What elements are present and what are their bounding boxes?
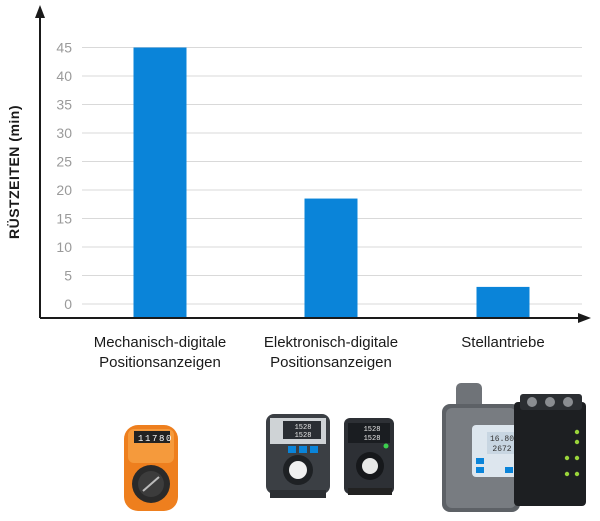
- y-tick-label: 35: [56, 97, 72, 113]
- category-label-line: Elektronisch-digitale: [264, 334, 398, 351]
- counter-digit: 7: [152, 434, 157, 444]
- counter-digit: 1: [138, 434, 143, 444]
- category-label: Mechanisch-digitale Positionsanzeigen: [94, 334, 227, 371]
- counter-digit: 1: [145, 434, 150, 444]
- servo-actuator-icon: 16.80 2672: [442, 383, 586, 512]
- display-reading: 1528: [364, 435, 381, 443]
- display-reading: 1528: [295, 432, 312, 440]
- category-label-line: Stellantriebe: [461, 334, 544, 351]
- y-axis-arrow-icon: [35, 5, 45, 18]
- category-label-line: Positionsanzeigen: [99, 354, 221, 371]
- y-tick-label: 10: [56, 239, 72, 255]
- y-tick-label: 30: [56, 125, 72, 141]
- category-labels: Mechanisch-digitale PositionsanzeigenElek…: [94, 334, 545, 371]
- y-tick-label: 5: [64, 268, 72, 284]
- electronic-position-indicator-icon: 1528 1528 1528 1528: [266, 414, 394, 498]
- y-tick-label: 20: [56, 182, 72, 198]
- y-tick-label: 40: [56, 68, 72, 84]
- y-tick-label: 45: [56, 40, 72, 56]
- category-label-line: Positionsanzeigen: [270, 354, 392, 371]
- display-reading: 2672: [492, 445, 511, 454]
- y-tick-labels: 0 5 10 15 20 25 30 35 40 45: [56, 40, 72, 313]
- y-tick-label: 25: [56, 154, 72, 170]
- bar: [304, 198, 358, 318]
- display-reading: 1528: [364, 426, 381, 434]
- category-label-line: Mechanisch-digitale: [94, 334, 227, 351]
- bars: [133, 47, 530, 318]
- y-tick-label: 15: [56, 211, 72, 227]
- counter-digit: 0: [166, 434, 171, 444]
- x-axis-arrow-icon: [578, 313, 591, 323]
- category-label: Stellantriebe: [461, 334, 544, 351]
- display-reading: 16.80: [490, 435, 514, 444]
- product-image-electronic: 1528 1528 1528 1528: [266, 414, 394, 498]
- display-reading: 1528: [295, 424, 312, 432]
- y-axis-label: RÜSTZEITEN (min): [6, 105, 22, 239]
- product-image-actuator: 16.80 2672: [442, 383, 586, 512]
- bar: [133, 47, 187, 318]
- category-label: Elektronisch-digitale Positionsanzeigen: [264, 334, 398, 371]
- y-tick-label: 0: [64, 296, 72, 312]
- counter-digit: 8: [159, 434, 164, 444]
- bar: [476, 286, 530, 318]
